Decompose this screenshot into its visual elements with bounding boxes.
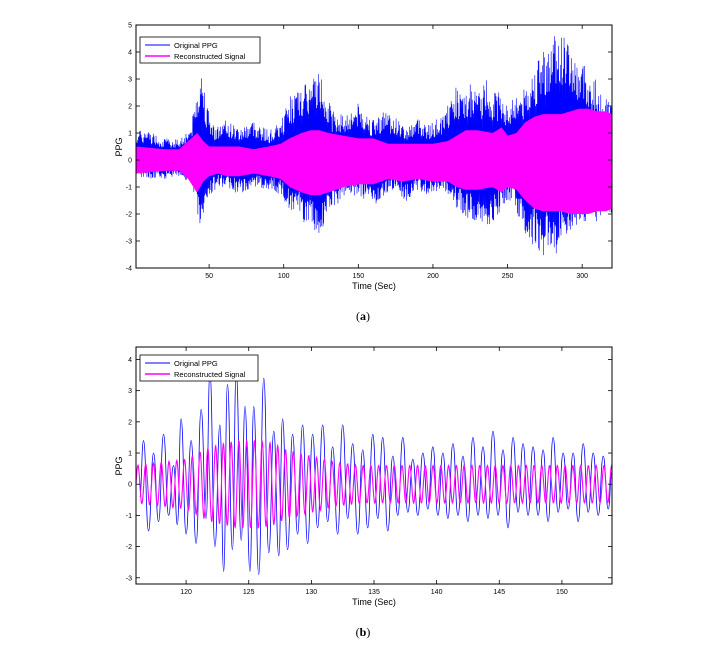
- y-tick-label: 5: [128, 23, 132, 30]
- plot-area-b: [136, 371, 612, 576]
- series-line-reconstructed-a: [136, 108, 612, 215]
- axes-frame-a: [135, 24, 613, 269]
- y-tick-label: -1: [126, 185, 132, 192]
- x-tick-label: 200: [427, 273, 439, 280]
- x-tick-label: 100: [278, 273, 290, 280]
- x-tick-label: 50: [205, 273, 213, 280]
- caption-letter-a: a: [360, 309, 366, 323]
- y-tick-label: 1: [128, 451, 132, 458]
- y-tick-label: 3: [128, 388, 132, 395]
- y-tick-label: -1: [126, 513, 132, 520]
- plot-area-a: [136, 36, 612, 256]
- y-tick-label: 2: [128, 104, 132, 111]
- legend-box-b: [139, 354, 259, 382]
- y-tick-label: 2: [128, 419, 132, 426]
- y-axis-label-a: PPG: [114, 137, 124, 156]
- x-axis-label-b: Time (Sec): [352, 597, 396, 607]
- caption-letter-b: b: [360, 625, 367, 639]
- series-line-reconstructed-b: [136, 439, 612, 530]
- x-tick-label: 120: [180, 589, 192, 596]
- y-tick-label: 4: [128, 357, 132, 364]
- x-tick-label: 145: [493, 589, 505, 596]
- x-tick-label: 125: [243, 589, 255, 596]
- caption-b: (b): [356, 625, 371, 639]
- axis-ticks-b: 120 125 130 135 140 145 150 -3 -2 -1 0 1 2 3 4: [126, 347, 612, 596]
- chart-panel-a: 50 100 150 200 250 300 -4 -3 -2 -1 0 1 2 3 4 5 Time (Se…: [114, 23, 613, 323]
- legend-b: Original PPG Reconstructed Signal: [139, 354, 259, 382]
- y-tick-label: -3: [126, 239, 132, 246]
- x-tick-label: 140: [431, 589, 443, 596]
- y-tick-label: 3: [128, 77, 132, 84]
- y-axis-label-b: PPG: [114, 456, 124, 475]
- legend-label-original-b: Original PPG: [174, 359, 218, 368]
- y-tick-label: 1: [128, 131, 132, 138]
- legend-label-reconstructed-b: Reconstructed Signal: [174, 370, 246, 379]
- y-tick-label: 0: [128, 482, 132, 489]
- legend-box-a: [139, 36, 261, 64]
- x-axis-label-a: Time (Sec): [352, 281, 396, 291]
- x-tick-label: 250: [502, 273, 514, 280]
- axis-ticks-a: 50 100 150 200 250 300 -4 -3 -2 -1 0 1 2 3 4 5: [126, 23, 612, 280]
- y-tick-label: -2: [126, 544, 132, 551]
- legend-label-reconstructed-a: Reconstructed Signal: [174, 52, 246, 61]
- y-tick-label: 0: [128, 158, 132, 165]
- legend-label-original-a: Original PPG: [174, 41, 218, 50]
- y-tick-label: -3: [126, 575, 132, 582]
- x-tick-label: 300: [576, 273, 588, 280]
- chart-panel-b: 120 125 130 135 140 145 150 -3 -2 -1 0 1 2 3 4 Time (S…: [114, 346, 613, 639]
- y-tick-label: -4: [126, 266, 132, 273]
- x-tick-label: 150: [352, 273, 364, 280]
- x-tick-label: 150: [556, 589, 568, 596]
- x-tick-label: 135: [368, 589, 380, 596]
- legend-a: Original PPG Reconstructed Signal: [139, 36, 261, 64]
- series-line-original-ppg-b: [139, 371, 612, 576]
- y-tick-label: -2: [126, 212, 132, 219]
- caption-a: (a): [356, 309, 370, 323]
- x-tick-label: 130: [306, 589, 318, 596]
- y-tick-label: 4: [128, 50, 132, 57]
